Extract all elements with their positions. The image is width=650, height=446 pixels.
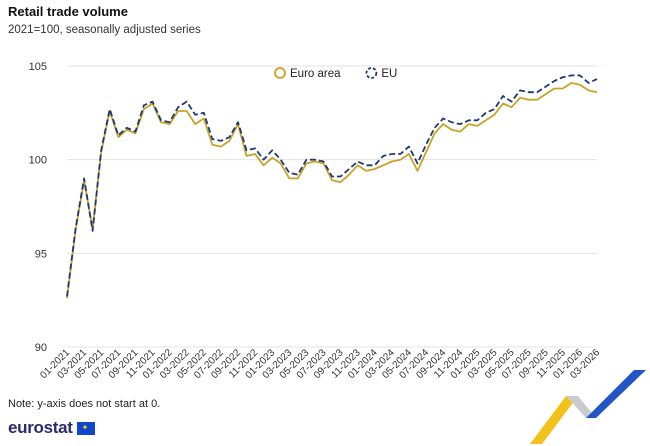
series-line-euro-area bbox=[66, 82, 598, 299]
line-chart: 909510010501-202103-202105-202107-202109… bbox=[29, 61, 603, 381]
y-tick-label: 90 bbox=[35, 342, 47, 354]
chart-title: Retail trade volume bbox=[8, 4, 128, 19]
legend-marker bbox=[274, 67, 286, 79]
y-tick-label: 100 bbox=[29, 155, 47, 167]
eurostat-ribbon-icon bbox=[530, 370, 646, 444]
chart-subtitle: 2021=100, seasonally adjusted series bbox=[8, 24, 201, 36]
footnote: Note: y-axis does not start at 0. bbox=[8, 398, 161, 410]
ribbon-grey-band bbox=[566, 396, 596, 418]
y-tick-label: 105 bbox=[29, 61, 47, 73]
ribbon-yellow-band bbox=[530, 396, 578, 444]
eurostat-logo: eurostat bbox=[8, 418, 95, 438]
legend-marker bbox=[365, 67, 378, 79]
series-line-eu bbox=[66, 74, 598, 297]
legend-label: Euro area bbox=[290, 68, 341, 80]
legend-label: EU bbox=[381, 68, 397, 80]
y-tick-label: 95 bbox=[35, 248, 47, 260]
eurostat-wordmark: eurostat bbox=[8, 418, 73, 437]
eu-flag-icon bbox=[76, 421, 95, 435]
ribbon-blue-band bbox=[586, 370, 646, 418]
